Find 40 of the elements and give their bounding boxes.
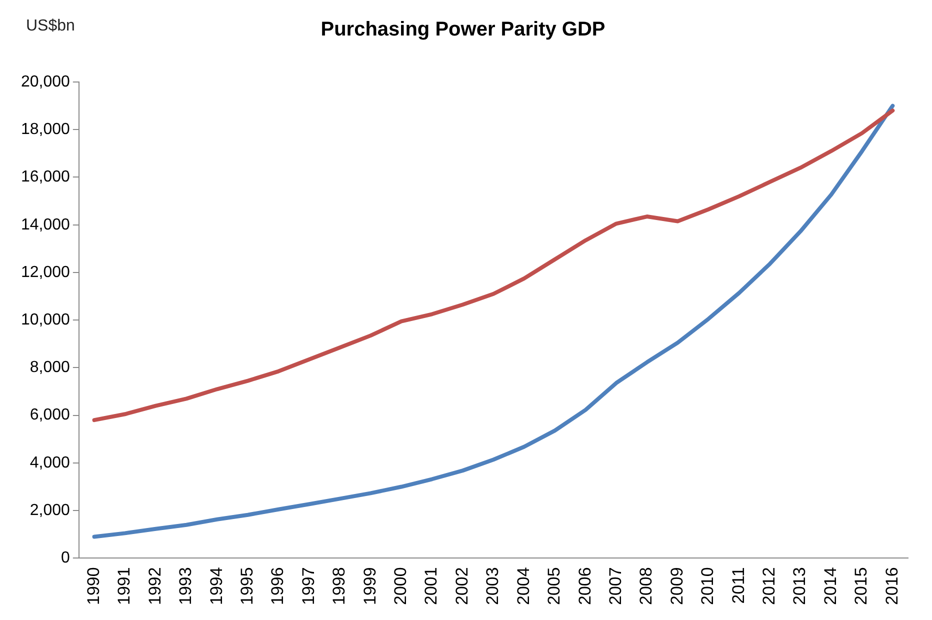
x-tick-label: 2002 [452,567,472,606]
y-tick-label: 18,000 [21,121,70,138]
x-tick-label: 2006 [575,567,594,606]
y-tick-label: 20,000 [21,73,70,90]
x-tick-label: 1993 [176,567,196,606]
x-tick-label: 2016 [882,567,902,606]
y-tick-label: 14,000 [21,216,70,234]
y-tick-label: 2,000 [30,502,70,519]
y-tick-label: 0 [61,550,70,567]
y-tick-label: 4,000 [30,454,70,472]
x-tick-label: 2010 [698,567,718,606]
x-tick-label: 2012 [760,567,779,606]
x-tick-label: 2001 [422,567,441,606]
x-tick-label: 2014 [820,567,840,606]
x-tick-label: 2008 [636,567,656,606]
y-axis-title: US$bn [26,17,75,34]
x-tick-label: 1998 [330,567,349,606]
chart-title: Purchasing Power Parity GDP [320,18,606,41]
x-tick-label: 1997 [298,567,318,606]
x-tick-label: 2009 [667,567,686,606]
x-tick-label: 2000 [391,567,410,606]
x-tick-label: 1992 [145,567,164,606]
x-tick-label: 1995 [238,567,257,606]
x-tick-label: 1996 [268,567,288,606]
x-tick-label: 2003 [483,567,502,606]
y-tick-label: 12,000 [21,264,70,281]
x-tick-label: 2005 [544,567,564,606]
x-tick-label: 2011 [728,567,748,604]
x-tick-label: 2004 [514,567,533,606]
x-tick-label: 2013 [790,567,810,606]
x-tick-label: 2015 [852,567,871,606]
y-tick-label: 10,000 [21,311,70,328]
x-tick-label: 2007 [606,567,625,606]
y-tick-label: 8,000 [30,359,70,376]
y-tick-label: 6,000 [30,406,70,424]
x-tick-label: 1990 [84,567,103,606]
x-tick-label: 1999 [360,567,380,606]
x-tick-label: 1991 [114,567,134,606]
y-tick-label: 16,000 [21,168,70,186]
x-tick-label: 1994 [206,567,226,606]
